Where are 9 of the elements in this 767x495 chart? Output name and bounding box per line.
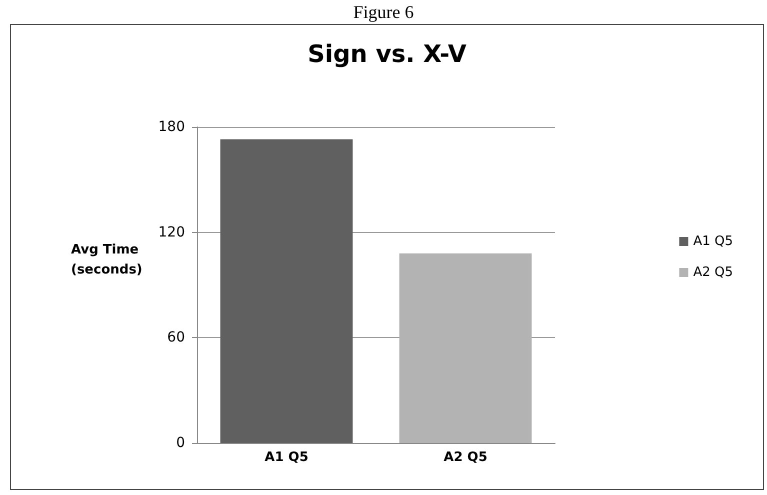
y-tick-label: 60	[167, 330, 185, 346]
caption: Figure 6	[352, 1, 415, 24]
y-tick-label: 0	[176, 435, 185, 451]
legend-label: A1 Q5	[693, 234, 734, 249]
y-tick-label: 120	[158, 224, 185, 240]
y-tick-label: 180	[158, 119, 185, 135]
legend-label: A2 Q5	[693, 265, 734, 280]
chart-title: Sign vs. X-V	[308, 40, 467, 68]
y-axis-title: Avg Time (seconds)	[71, 242, 144, 278]
